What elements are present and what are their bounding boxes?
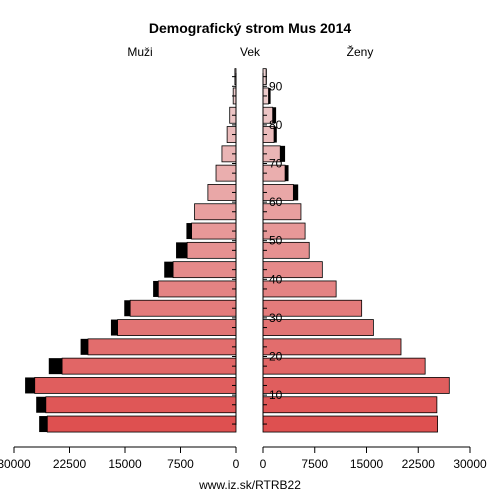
- age-label: Vek: [240, 45, 261, 59]
- chart-title: Demografický strom Mus 2014: [149, 20, 352, 36]
- bar-female-15-19: [262, 357, 426, 375]
- bar-male-20-24: [87, 338, 237, 356]
- excess-female-60-64: [293, 184, 299, 201]
- age-tick-label: 30: [269, 311, 283, 325]
- excess-female-70-74: [280, 145, 286, 162]
- excess-male-10-14: [25, 377, 35, 394]
- excess-male-40-44: [164, 261, 174, 278]
- excess-male-20-24: [80, 338, 88, 355]
- excess-female-65-69: [285, 165, 289, 182]
- bar-male-60-64: [207, 184, 237, 201]
- bar-male-15-19: [61, 357, 237, 375]
- bar-female-10-14: [262, 377, 450, 394]
- bar-male-25-29: [117, 319, 237, 336]
- bar-male-0-4: [46, 415, 237, 433]
- excess-male-5-9: [36, 396, 46, 413]
- bar-male-10-14: [34, 377, 237, 394]
- excess-female-85-89: [268, 87, 271, 104]
- age-tick-label: 50: [269, 234, 283, 248]
- age-tick-label: 40: [269, 272, 283, 286]
- excess-male-30-34: [124, 300, 131, 317]
- axes-group: 0 0 7500 7500 15000 15000 22500 22500 30000 30000…: [0, 73, 487, 471]
- x-tick-label-male: 7500: [167, 457, 194, 471]
- excess-male-35-39: [153, 280, 159, 297]
- excess-male-50-54: [186, 223, 192, 240]
- bar-female-20-24: [262, 338, 402, 356]
- age-tick-label: 80: [269, 118, 283, 132]
- x-tick-label-male: 22500: [53, 457, 87, 471]
- bar-male-50-54: [191, 222, 237, 240]
- x-tick-label-female: 30000: [453, 457, 487, 471]
- x-tick-label-female: 15000: [350, 457, 384, 471]
- x-tick-label-female: 0: [260, 457, 267, 471]
- bar-male-5-9: [45, 396, 237, 414]
- age-tick-label: 60: [269, 195, 283, 209]
- x-tick-label-female: 7500: [301, 457, 328, 471]
- x-tick-label-male: 0: [233, 457, 240, 471]
- bar-female-0-4: [262, 415, 438, 433]
- male-label: Muži: [127, 45, 152, 59]
- bar-male-40-44: [172, 261, 237, 279]
- footer-source: www.iz.sk/RTRB22: [198, 478, 301, 492]
- bar-male-55-59: [194, 203, 237, 221]
- excess-male-45-49: [176, 242, 188, 259]
- excess-female-75-79: [274, 126, 277, 143]
- age-tick-label: 90: [269, 79, 283, 93]
- bar-female-5-9: [262, 396, 438, 414]
- excess-female-80-84: [272, 107, 277, 124]
- female-label: Ženy: [347, 44, 374, 59]
- x-tick-label-female: 22500: [402, 457, 436, 471]
- bar-male-45-49: [186, 241, 237, 259]
- bar-male-30-34: [129, 299, 237, 317]
- x-tick-label-male: 15000: [108, 457, 142, 471]
- excess-male-25-29: [110, 319, 118, 336]
- x-tick-label-male: 30000: [0, 457, 31, 471]
- bars-group: [25, 68, 450, 433]
- age-tick-label: 10: [269, 388, 283, 402]
- excess-male-0-4: [39, 416, 48, 433]
- excess-male-15-19: [48, 358, 63, 375]
- age-tick-label: 70: [269, 157, 283, 171]
- bar-male-35-39: [157, 280, 237, 298]
- age-tick-label: 20: [269, 350, 283, 364]
